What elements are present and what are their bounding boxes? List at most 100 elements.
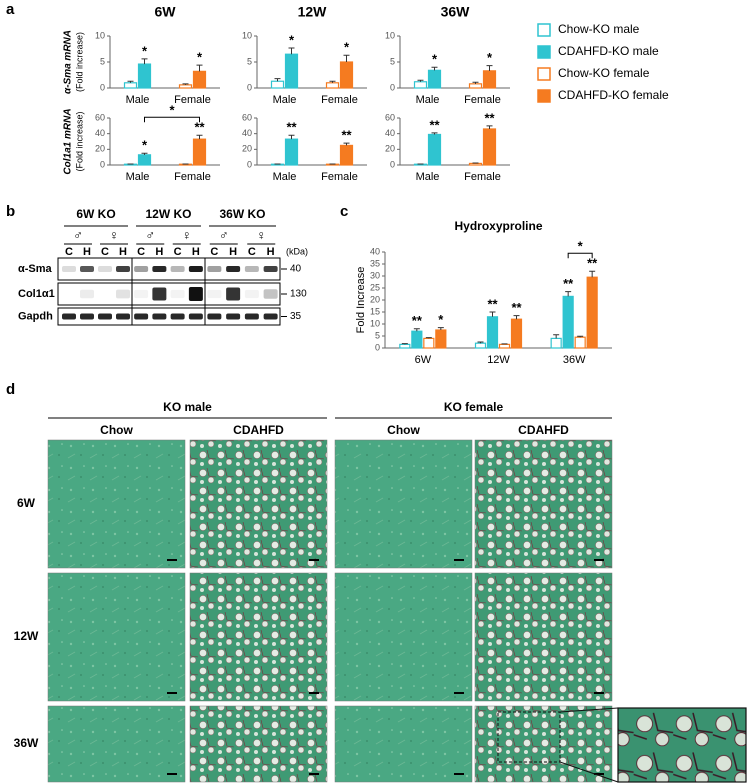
legend-swatch <box>537 67 551 81</box>
x-tick-label: 6W <box>415 354 432 366</box>
histology-image <box>474 705 613 783</box>
blot-band <box>263 266 278 272</box>
x-tick-label: Female <box>464 171 501 183</box>
histology-group: KO male <box>163 400 212 414</box>
chart-title: 36W <box>441 4 471 20</box>
x-tick-label: Male <box>416 94 440 106</box>
histology-image <box>334 572 473 702</box>
bracket-label: * <box>169 103 175 118</box>
blot-band <box>116 266 130 272</box>
blot-band <box>188 313 203 320</box>
histology-diet: Chow <box>387 423 420 437</box>
significance: ** <box>286 120 297 135</box>
bar <box>325 82 340 89</box>
legend-label: CDAHFD-KO male <box>558 44 659 58</box>
blot-lane: C <box>65 246 73 258</box>
bar <box>486 316 499 349</box>
bar <box>284 53 299 89</box>
blot-band <box>98 266 112 272</box>
zoom-connector <box>559 707 619 713</box>
blot-column: 6W KO <box>76 207 115 221</box>
error-bar <box>486 125 493 129</box>
panel-label: d <box>6 381 15 398</box>
y-tick-label: 0 <box>100 159 105 169</box>
error-bar <box>565 291 572 297</box>
bar <box>137 63 152 89</box>
error-bar <box>343 142 350 146</box>
histology-image <box>334 439 473 569</box>
chart-title: Hydroxyproline <box>454 219 542 233</box>
blot-band <box>170 289 185 299</box>
bar <box>339 144 354 166</box>
error-bar <box>141 58 148 65</box>
significance: * <box>142 43 148 58</box>
bar <box>498 343 511 349</box>
y-tick-label: 0 <box>100 82 105 92</box>
significance: * <box>142 138 148 153</box>
bar <box>411 330 423 349</box>
blot-band <box>207 289 222 299</box>
blot-band <box>188 266 203 272</box>
bar <box>482 70 497 89</box>
significance: * <box>197 50 203 65</box>
blot-lane: H <box>83 246 91 258</box>
error-bar <box>425 337 432 339</box>
blot-lane: H <box>192 246 200 258</box>
bar <box>427 133 442 166</box>
blot-band <box>152 287 167 301</box>
error-bar <box>196 64 203 72</box>
error-bar <box>196 134 203 140</box>
blot-band <box>244 289 259 299</box>
panel-label: a <box>6 1 15 18</box>
blot-band <box>116 289 130 299</box>
blot-row-label: Gapdh <box>18 310 53 322</box>
blot-row-label: α-Sma <box>18 263 53 275</box>
blot-lane: C <box>248 246 256 258</box>
y-tick-label: 25 <box>370 282 380 292</box>
histology-diet: Chow <box>100 423 133 437</box>
blot-sex: ♂ <box>145 227 155 242</box>
y-axis-label: Col1a1 mRNA <box>63 108 74 174</box>
histology-image <box>474 439 613 569</box>
legend-swatch <box>537 45 551 59</box>
blot-lane: H <box>119 246 127 258</box>
blot-kda: 130 <box>290 289 307 300</box>
y-tick-label: 40 <box>242 128 252 138</box>
y-tick-label: 20 <box>385 144 395 154</box>
error-bar <box>141 152 148 155</box>
error-bar <box>553 334 560 339</box>
blot-band <box>226 313 241 320</box>
error-bar <box>577 335 584 338</box>
zoom-connector <box>559 761 619 783</box>
blot-lane: H <box>229 246 237 258</box>
blot-band <box>188 287 203 301</box>
significance: ** <box>194 120 205 135</box>
y-tick-label: 60 <box>385 112 395 122</box>
blot-band <box>80 289 94 299</box>
error-bar <box>486 65 493 71</box>
significance: * <box>344 40 350 55</box>
significance: ** <box>563 276 574 291</box>
zoom-inset <box>617 707 747 783</box>
bar <box>178 84 193 89</box>
blot-band <box>207 266 222 272</box>
blot-band <box>263 289 278 299</box>
blot-band <box>226 266 241 272</box>
blot-lane: H <box>267 246 275 258</box>
histology-row: 36W <box>14 736 39 750</box>
x-tick-label: Female <box>321 171 358 183</box>
blot-band <box>207 313 222 320</box>
histology-image <box>189 572 328 702</box>
y-tick-label: 20 <box>95 144 105 154</box>
blot-kda: 35 <box>290 311 302 322</box>
y-axis-note: (Fold increase) <box>74 32 84 92</box>
y-tick-label: 10 <box>242 30 252 40</box>
legend-label: CDAHFD-KO female <box>558 88 669 102</box>
blot-band <box>263 313 278 320</box>
y-axis-note: (Fold increase) <box>74 111 84 171</box>
histology-image <box>189 439 328 569</box>
significance: * <box>438 312 444 327</box>
bar <box>284 138 299 166</box>
histology-image <box>189 705 328 783</box>
